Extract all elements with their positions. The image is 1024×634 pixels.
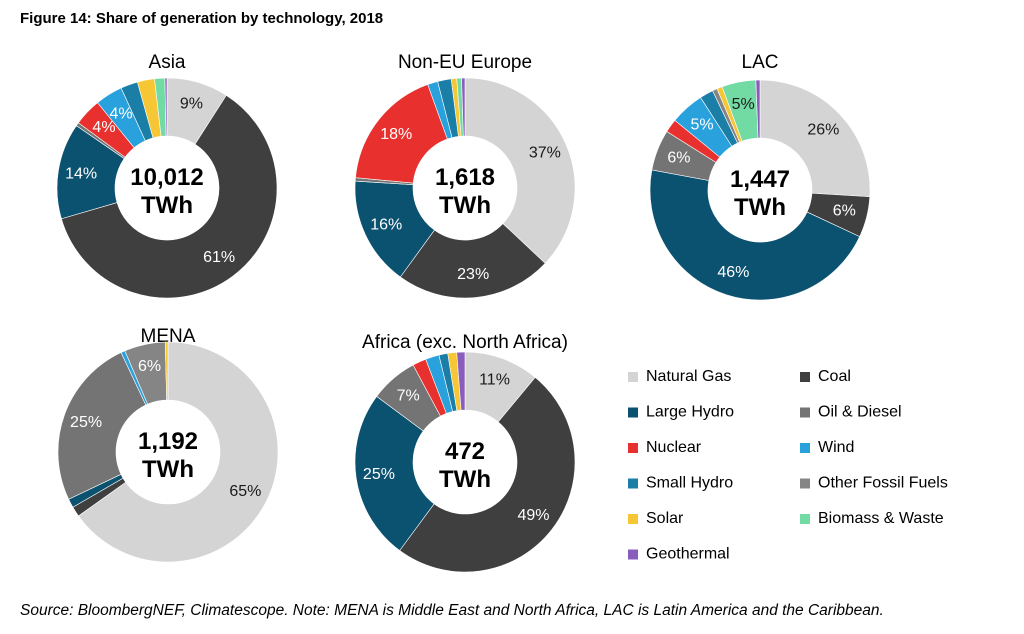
donut-hole: [413, 410, 517, 514]
slice-label: 23%: [457, 266, 489, 283]
slice-label: 5%: [732, 96, 755, 113]
donut-title: Asia: [149, 52, 186, 73]
slice-label: 4%: [109, 105, 132, 122]
legend-item: Coal: [800, 368, 851, 385]
slice-label: 6%: [138, 358, 161, 375]
slice-label: 7%: [397, 387, 420, 404]
slice-label: 16%: [370, 216, 402, 233]
legend-swatch: [628, 443, 638, 453]
legend-item: Solar: [628, 510, 684, 527]
legend-item: Large Hydro: [628, 404, 734, 421]
legend-item: Other Fossil Fuels: [800, 475, 948, 492]
center-unit: TWh: [734, 194, 786, 221]
legend-label: Large Hydro: [646, 404, 734, 421]
slice-label: 4%: [92, 119, 115, 136]
center-unit: TWh: [439, 466, 491, 493]
slice-label: 61%: [203, 249, 235, 266]
center-value: 1,447: [730, 166, 790, 193]
legend-label: Other Fossil Fuels: [818, 475, 948, 492]
legend-label: Biomass & Waste: [818, 510, 944, 527]
donut-4: Africa (exc. North Africa) 11% 49% 25% 7% 472…: [354, 332, 576, 573]
slice-label: 46%: [717, 264, 749, 281]
slice-coal: [399, 376, 576, 573]
legend-item: Small Hydro: [628, 475, 733, 492]
legend-swatch: [628, 407, 638, 418]
legend-item: Wind: [800, 439, 854, 456]
source-note: Source: BloombergNEF, Climatescope. Note…: [20, 602, 884, 619]
legend-swatch: [628, 549, 638, 560]
slice-label: 5%: [691, 116, 714, 133]
donut-hole: [413, 136, 517, 240]
donut-title: Africa (exc. North Africa): [362, 332, 568, 353]
donut-hole: [115, 136, 219, 240]
figure-title: Figure 14: Share of generation by techno…: [20, 10, 384, 27]
center-value: 10,012: [130, 164, 203, 191]
legend-swatch: [800, 443, 810, 453]
center-unit: TWh: [141, 192, 193, 219]
slice-natural-gas: [759, 79, 871, 198]
slice-label: 9%: [180, 96, 203, 113]
donut-title: MENA: [141, 326, 196, 347]
legend-label: Solar: [646, 510, 684, 527]
legend-swatch: [800, 407, 810, 418]
legend-swatch: [628, 372, 638, 382]
donut-title: Non-EU Europe: [398, 52, 532, 73]
slice-label: 18%: [380, 126, 412, 143]
legend-item: Nuclear: [628, 439, 702, 456]
slice-label: 14%: [65, 165, 97, 182]
slice-label: 26%: [807, 122, 839, 139]
legend-swatch: [628, 478, 638, 489]
center-value: 472: [445, 438, 485, 465]
slice-label: 37%: [529, 145, 561, 162]
center-unit: TWh: [439, 192, 491, 219]
center-value: 1,192: [138, 428, 198, 455]
slice-label: 25%: [70, 414, 102, 431]
slice-label: 11%: [479, 371, 510, 388]
legend-label: Nuclear: [646, 439, 702, 456]
legend-label: Geothermal: [646, 546, 730, 563]
legend-item: Natural Gas: [628, 368, 731, 385]
donut-title: LAC: [742, 52, 779, 73]
legend: Natural Gas Coal Large Hydro Oil & Diesel Nu…: [628, 368, 948, 563]
slice-label: 6%: [833, 203, 856, 220]
center-value: 1,618: [435, 164, 495, 191]
slice-label: 25%: [363, 466, 395, 483]
legend-swatch: [800, 478, 810, 489]
legend-label: Oil & Diesel: [818, 404, 902, 421]
slice-label: 49%: [517, 507, 549, 524]
slice-label: 65%: [229, 483, 261, 500]
slice-label: 6%: [667, 150, 690, 167]
legend-item: Oil & Diesel: [800, 404, 902, 421]
center-unit: TWh: [142, 456, 194, 483]
donut-hole: [708, 138, 812, 242]
legend-label: Wind: [818, 439, 854, 456]
legend-label: Natural Gas: [646, 368, 731, 385]
legend-item: Geothermal: [628, 546, 730, 563]
legend-swatch: [800, 372, 810, 382]
legend-label: Coal: [818, 368, 851, 385]
legend-swatch: [800, 514, 810, 524]
legend-item: Biomass & Waste: [800, 510, 944, 527]
donut-hole: [116, 400, 220, 504]
legend-swatch: [628, 514, 638, 524]
legend-label: Small Hydro: [646, 475, 733, 492]
